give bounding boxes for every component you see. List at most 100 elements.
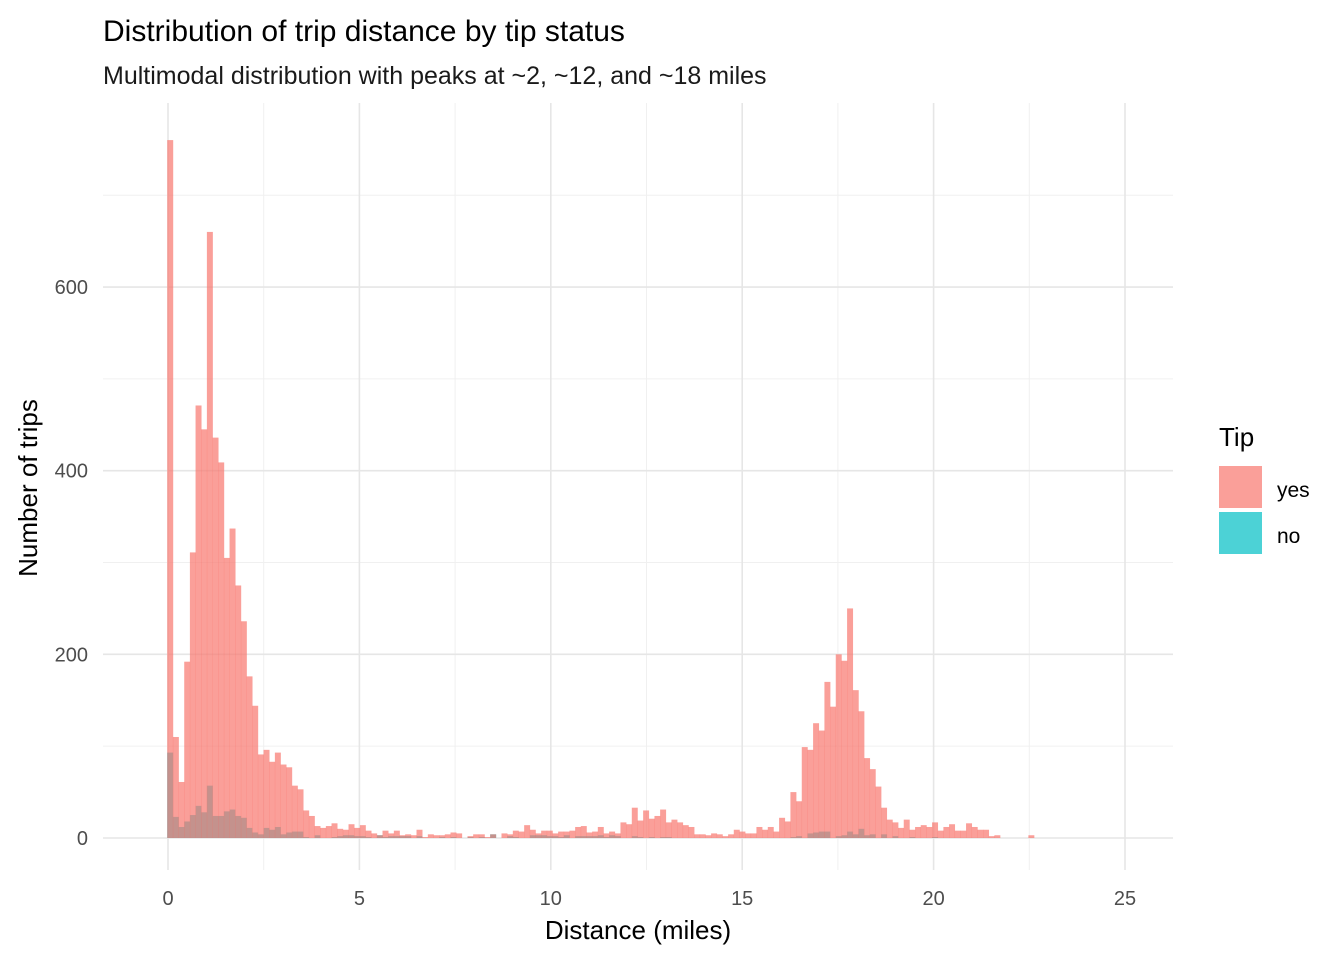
bar-yes — [903, 819, 910, 838]
bar-yes — [359, 825, 366, 838]
bar-yes — [286, 767, 293, 838]
bar-yes — [801, 747, 808, 838]
bar-yes — [750, 833, 757, 838]
bar-yes — [354, 827, 361, 838]
bar-yes — [444, 834, 451, 838]
bar-yes — [796, 801, 803, 838]
x-tick-label: 5 — [354, 888, 365, 910]
bar-yes — [920, 825, 927, 838]
bar-yes — [671, 819, 678, 838]
legend-label-yes: yes — [1277, 479, 1310, 502]
bar-yes — [1028, 835, 1035, 838]
bar-yes — [184, 661, 191, 838]
bar-yes — [648, 818, 655, 838]
bar-yes — [546, 830, 553, 838]
bar-yes — [433, 835, 440, 838]
bar-yes — [592, 831, 599, 838]
bar-yes — [507, 834, 514, 838]
bar-yes — [983, 829, 990, 838]
bar-yes — [178, 781, 185, 838]
bar-yes — [467, 836, 474, 838]
bar-yes — [167, 140, 174, 839]
legend: Tip yes no — [1219, 422, 1310, 554]
bar-yes — [773, 831, 780, 838]
bar-yes — [325, 826, 332, 838]
bar-yes — [189, 552, 196, 838]
bar-yes — [246, 676, 253, 838]
bar-yes — [473, 834, 480, 838]
bar-yes — [858, 711, 865, 838]
bar-yes — [206, 231, 213, 838]
chart-title: Distribution of trip distance by tip sta… — [103, 15, 625, 48]
bar-yes — [399, 835, 406, 838]
bar-yes — [722, 836, 729, 838]
bar-yes — [960, 830, 967, 838]
bar-yes — [603, 833, 610, 838]
bar-yes — [654, 815, 661, 838]
bar-yes — [886, 819, 893, 838]
bar-yes — [988, 836, 995, 838]
bar-yes — [637, 820, 644, 838]
bar-yes — [320, 827, 327, 838]
bar-yes — [291, 785, 298, 838]
bar-yes — [898, 827, 905, 838]
bar-yes — [609, 831, 616, 838]
bar-yes — [382, 830, 389, 838]
bar-yes — [966, 823, 973, 838]
x-tick-label: 15 — [731, 888, 753, 910]
x-tick-label: 0 — [162, 888, 173, 910]
bar-yes — [994, 835, 1001, 838]
bar-yes — [739, 831, 746, 838]
bar-yes — [524, 825, 531, 838]
bar-yes — [235, 585, 242, 838]
legend-title: Tip — [1219, 422, 1254, 452]
bar-yes — [201, 429, 208, 838]
bar-yes — [308, 815, 315, 838]
bar-yes — [512, 830, 519, 838]
bar-yes — [915, 826, 922, 838]
bar-yes — [818, 730, 825, 838]
bar-yes — [393, 830, 400, 838]
x-tick-label: 20 — [922, 888, 944, 910]
bar-yes — [569, 830, 576, 838]
bar-yes — [597, 826, 604, 838]
legend-label-no: no — [1277, 525, 1300, 548]
bar-yes — [932, 822, 939, 838]
bar-yes — [337, 828, 344, 838]
y-axis-ticks: 0 200 400 600 — [55, 277, 88, 850]
bar-yes — [501, 833, 508, 838]
bar-yes — [269, 761, 276, 838]
bar-yes — [660, 809, 667, 838]
bar-yes — [954, 830, 961, 838]
bar-yes — [977, 829, 984, 838]
bar-yes — [518, 831, 525, 838]
bar-yes — [410, 835, 417, 838]
x-tick-label: 10 — [540, 888, 562, 910]
bar-yes — [665, 822, 672, 838]
bar-yes — [172, 736, 179, 838]
bar-yes — [762, 829, 769, 838]
bar-yes — [699, 834, 706, 838]
bar-yes — [677, 822, 684, 838]
bar-yes — [257, 754, 264, 838]
bar-yes — [784, 821, 791, 838]
bar-yes — [218, 462, 225, 838]
bar-yes — [297, 789, 304, 838]
bar-yes — [716, 834, 723, 838]
bar-yes — [456, 833, 463, 838]
bar-yes — [342, 829, 349, 838]
bar-yes — [229, 528, 236, 838]
bar-yes — [790, 792, 797, 838]
bar-yes — [490, 834, 497, 838]
chart-subtitle: Multimodal distribution with peaks at ~2… — [103, 62, 767, 90]
legend-swatch-no — [1219, 512, 1262, 554]
bar-yes — [694, 834, 701, 838]
bar-yes — [274, 752, 281, 838]
bar-yes — [195, 405, 202, 838]
bar-yes — [240, 621, 247, 838]
bar-yes — [807, 749, 814, 838]
bar-yes — [852, 690, 859, 838]
bar-yes — [348, 824, 355, 838]
bar-yes — [529, 829, 536, 838]
bar-yes — [331, 823, 338, 838]
